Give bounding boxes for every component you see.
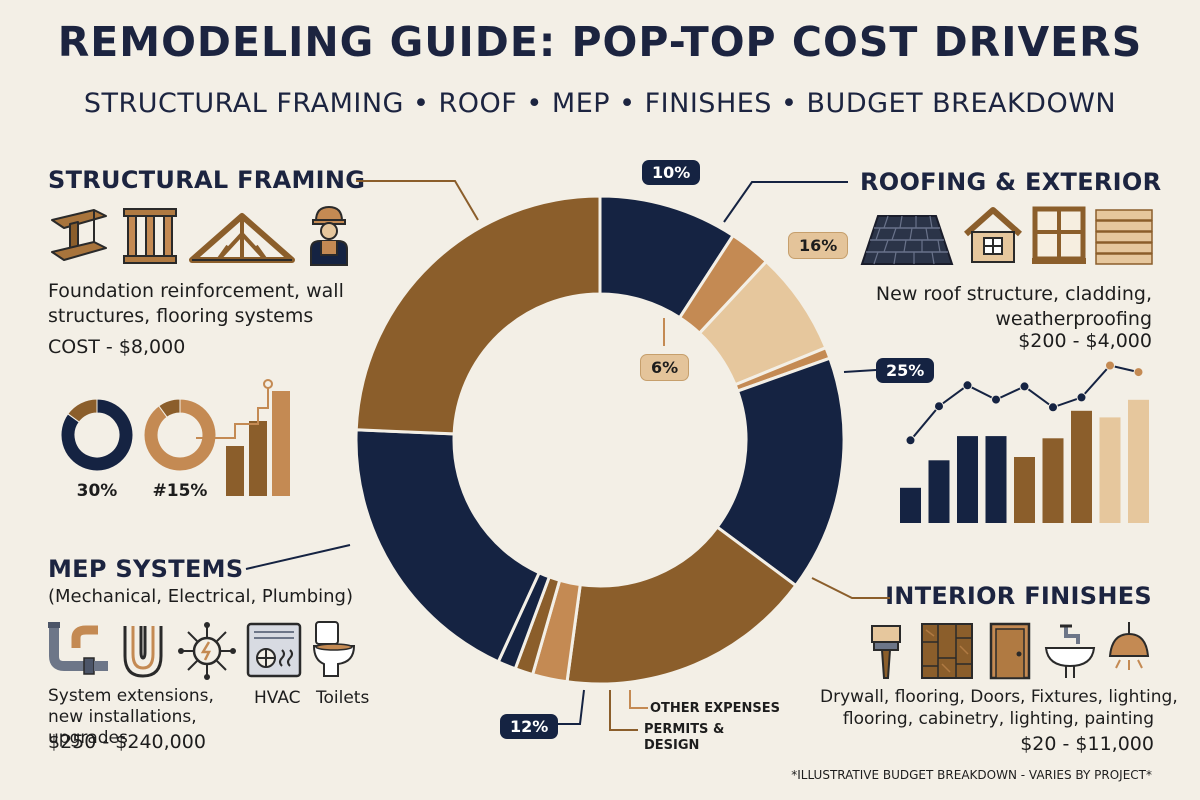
combo-trend-point-4 xyxy=(1019,381,1030,392)
framing-cost: COST - $8,000 xyxy=(48,336,186,358)
combo-bar-4 xyxy=(1014,457,1035,523)
combo-trend-point-3 xyxy=(991,394,1001,405)
window-icon xyxy=(1032,206,1086,264)
combo-bar-5 xyxy=(1042,438,1064,523)
footnote: *ILLUSTRATIVE BUDGET BREAKDOWN - VARIES … xyxy=(791,768,1152,782)
mep-title: MEP SYSTEMS xyxy=(48,555,244,583)
combo-trend-point-5 xyxy=(1048,402,1058,413)
roof-shingles-icon xyxy=(860,215,954,265)
page-title: REMODELING GUIDE: POP-TOP COST DRIVERS xyxy=(57,18,1143,66)
combo-bar-6 xyxy=(1071,410,1092,523)
circuit-icon xyxy=(178,622,236,680)
mini-bar-trend-point xyxy=(263,379,273,389)
main-donut-chart xyxy=(354,194,846,686)
combo-bar-1 xyxy=(928,460,950,523)
framing-leader-line xyxy=(356,180,479,221)
combo-bar-8 xyxy=(1128,399,1149,523)
combo-bar-3 xyxy=(985,436,1007,523)
roof-truss-icon xyxy=(189,213,295,263)
house-icon xyxy=(964,207,1022,263)
trend-combo-chart xyxy=(900,360,1149,523)
mini-bar-0 xyxy=(226,446,244,496)
mini-bar-chart xyxy=(196,379,290,496)
sink-faucet-icon xyxy=(1044,624,1096,678)
finishes-description-line-1: Drywall, flooring, Doors, Fixtures, ligh… xyxy=(820,687,1178,707)
mep-hvac-label: HVAC xyxy=(254,688,301,708)
mini-donut-tan-label: #15% xyxy=(152,481,208,501)
door-icon xyxy=(989,622,1031,680)
mini-bar-2 xyxy=(272,391,290,496)
combo-trend-point-0 xyxy=(905,435,916,446)
toilet-icon xyxy=(312,621,356,677)
badge-25-percent: 25% xyxy=(876,358,935,383)
donut-segment-10 xyxy=(354,194,602,436)
finishes-title: INTERIOR FINISHES xyxy=(885,582,1152,610)
roofing-cost: $200 - $4,000 xyxy=(1018,330,1152,352)
finishes-leader-line xyxy=(811,577,890,599)
mep-subtitle: (Mechanical, Electrical, Plumbing) xyxy=(48,586,353,607)
combo-trend-point-7 xyxy=(1105,360,1115,371)
finishes-description-line-2: flooring, cabinetry, lighting, painting xyxy=(842,709,1154,729)
combo-trend-point-6 xyxy=(1076,392,1087,403)
hvac-unit-icon xyxy=(246,622,302,678)
pendant-lamp-icon xyxy=(1108,622,1150,670)
siding-icon xyxy=(1095,209,1153,265)
roofing-leader-line xyxy=(723,181,848,223)
finishes-cost: $20 - $11,000 xyxy=(1020,733,1154,755)
mini-donut-tan xyxy=(143,398,217,472)
mep-cost: $250 - $240,000 xyxy=(48,731,206,753)
donut-segment-5 xyxy=(565,524,798,686)
wall-frame-icon xyxy=(123,208,177,264)
worker-icon xyxy=(310,205,348,266)
roofing-title: ROOFING & EXTERIOR xyxy=(860,168,1162,196)
combo-bar-0 xyxy=(900,487,921,523)
combo-trend-point-8 xyxy=(1133,367,1144,378)
mini-donut-navy xyxy=(60,398,134,472)
combo-bar-7 xyxy=(1099,417,1121,523)
permits-design-label-line-2: DESIGN xyxy=(644,738,700,753)
electrical-wires-icon xyxy=(123,626,163,678)
flooring-icon xyxy=(921,623,973,679)
framing-title: STRUCTURAL FRAMING xyxy=(48,166,366,194)
pipes-icon xyxy=(48,622,108,675)
combo-trend-point-2 xyxy=(962,380,973,391)
combo-trend-point-1 xyxy=(934,401,944,412)
page-subtitle: STRUCTURAL FRAMING • ROOF • MEP • FINISH… xyxy=(83,88,1117,119)
mini-donut-navy-segment-1 xyxy=(67,398,98,423)
badge-16-percent: 16% xyxy=(788,232,849,259)
mini-donut-tan-segment-1 xyxy=(158,398,181,418)
donut-segment-9 xyxy=(354,428,542,664)
badge-6-percent: 6% xyxy=(640,354,690,381)
badge-12-percent: 12% xyxy=(500,714,559,739)
combo-bar-2 xyxy=(957,436,978,523)
mep-description: System extensions, new installations, up… xyxy=(48,686,214,748)
mini-bar-trend-line xyxy=(196,384,269,439)
permits-design-label-line-1: PERMITS & xyxy=(644,722,725,737)
mep-leader-line xyxy=(245,544,351,570)
mini-donut-navy-label: 30% xyxy=(76,481,118,501)
badge-leader-lines xyxy=(554,318,877,731)
paint-brush-icon xyxy=(871,625,901,679)
other-expenses-label: OTHER EXPENSES xyxy=(650,701,781,716)
mini-donut-navy-segment-0 xyxy=(60,398,134,472)
mep-toilets-label: Toilets xyxy=(316,688,370,708)
mini-bar-1 xyxy=(249,421,267,496)
steel-beam-icon xyxy=(51,209,107,261)
roofing-description: New roof structure, cladding, weatherpro… xyxy=(875,283,1152,330)
badge-10-percent: 10% xyxy=(642,160,701,185)
framing-description: Foundation reinforcement, wall structure… xyxy=(48,280,344,327)
